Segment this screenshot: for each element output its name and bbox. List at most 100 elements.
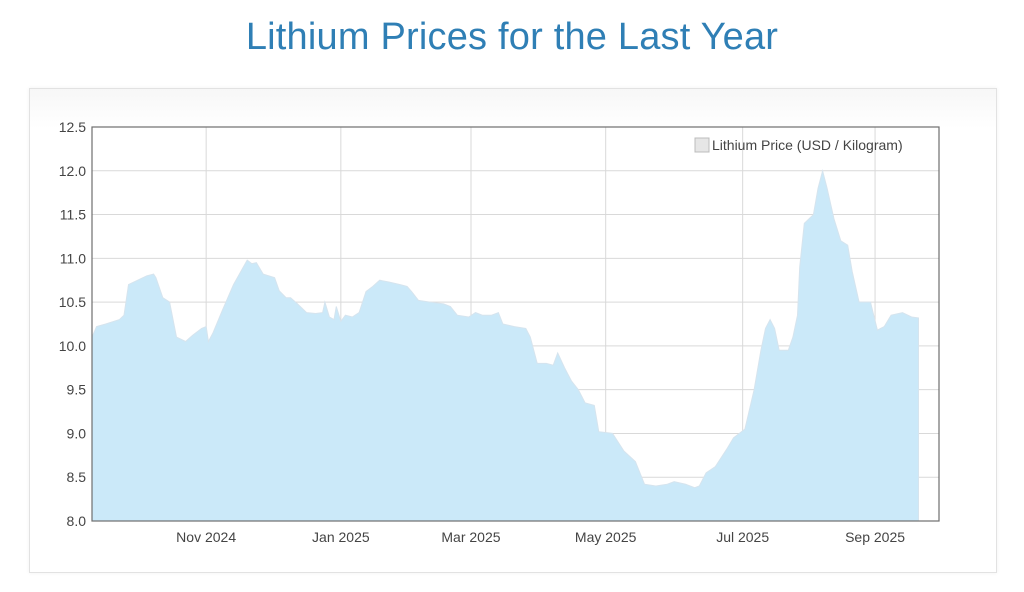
data-point[interactable] <box>611 431 615 435</box>
data-point[interactable] <box>684 482 688 486</box>
data-point[interactable] <box>563 366 567 370</box>
data-point[interactable] <box>417 298 421 302</box>
data-point[interactable] <box>334 305 338 309</box>
data-point[interactable] <box>882 325 886 329</box>
data-point[interactable] <box>405 284 409 288</box>
data-point[interactable] <box>343 313 347 317</box>
data-point[interactable] <box>200 326 204 330</box>
data-point[interactable] <box>597 430 601 434</box>
data-point[interactable] <box>127 283 131 287</box>
data-point[interactable] <box>104 322 108 326</box>
data-point[interactable] <box>544 361 548 365</box>
data-point[interactable] <box>339 319 343 323</box>
data-point[interactable] <box>284 296 288 300</box>
data-point[interactable] <box>551 363 555 367</box>
data-point[interactable] <box>289 296 293 300</box>
data-point[interactable] <box>875 328 879 332</box>
data-point[interactable] <box>846 243 850 247</box>
data-point[interactable] <box>802 221 806 225</box>
data-point[interactable] <box>154 276 158 280</box>
data-point[interactable] <box>122 313 126 317</box>
data-point[interactable] <box>191 333 195 337</box>
data-point[interactable] <box>332 318 336 322</box>
data-point[interactable] <box>184 340 188 344</box>
data-point[interactable] <box>889 313 893 317</box>
data-point[interactable] <box>816 186 820 190</box>
data-point[interactable] <box>232 283 236 287</box>
data-point[interactable] <box>273 276 277 280</box>
data-point[interactable] <box>633 460 637 464</box>
data-point[interactable] <box>321 311 325 315</box>
data-point[interactable] <box>428 300 432 304</box>
data-point[interactable] <box>398 283 402 287</box>
data-point[interactable] <box>839 239 843 243</box>
data-point[interactable] <box>501 322 505 326</box>
data-point[interactable] <box>535 361 539 365</box>
data-point[interactable] <box>496 311 500 315</box>
data-point[interactable] <box>832 217 836 221</box>
data-point[interactable] <box>791 335 795 339</box>
data-point[interactable] <box>467 315 471 319</box>
data-point[interactable] <box>528 335 532 339</box>
data-point[interactable] <box>764 326 768 330</box>
data-point[interactable] <box>387 280 391 284</box>
data-point[interactable] <box>773 326 777 330</box>
data-point[interactable] <box>211 331 215 335</box>
data-point[interactable] <box>277 289 281 293</box>
data-point[interactable] <box>704 471 708 475</box>
data-point[interactable] <box>693 486 697 490</box>
data-point[interactable] <box>95 325 99 329</box>
data-point[interactable] <box>798 265 802 269</box>
data-point[interactable] <box>917 316 921 320</box>
data-point[interactable] <box>250 262 254 266</box>
data-point[interactable] <box>305 311 309 315</box>
data-point[interactable] <box>556 351 560 355</box>
data-point[interactable] <box>869 300 873 304</box>
data-point[interactable] <box>627 453 631 457</box>
data-point[interactable] <box>378 278 382 282</box>
data-point[interactable] <box>323 300 327 304</box>
data-point[interactable] <box>524 326 528 330</box>
data-point[interactable] <box>327 315 331 319</box>
data-point[interactable] <box>622 449 626 453</box>
data-point[interactable] <box>811 213 815 217</box>
data-point[interactable] <box>752 388 756 392</box>
series-area-lithium-price[interactable] <box>91 168 919 522</box>
data-point[interactable] <box>725 447 729 451</box>
data-point[interactable] <box>254 261 258 265</box>
data-point[interactable] <box>364 290 368 294</box>
data-point[interactable] <box>743 427 747 431</box>
data-point[interactable] <box>643 482 647 486</box>
data-point[interactable] <box>161 296 165 300</box>
data-point[interactable] <box>296 302 300 306</box>
data-point[interactable] <box>371 284 375 288</box>
data-point[interactable] <box>145 274 149 278</box>
data-point[interactable] <box>245 258 249 262</box>
data-point[interactable] <box>732 436 736 440</box>
data-point[interactable] <box>654 484 658 488</box>
data-point[interactable] <box>455 313 459 317</box>
data-point[interactable] <box>442 302 446 306</box>
data-point[interactable] <box>490 313 494 317</box>
data-point[interactable] <box>910 315 914 319</box>
data-point[interactable] <box>901 311 905 315</box>
data-point[interactable] <box>152 272 156 276</box>
data-point[interactable] <box>821 169 825 173</box>
data-point[interactable] <box>448 305 452 309</box>
data-point[interactable] <box>480 313 484 317</box>
data-point[interactable] <box>410 290 414 294</box>
data-point[interactable] <box>759 348 763 352</box>
data-point[interactable] <box>569 379 573 383</box>
data-point[interactable] <box>825 186 829 190</box>
data-point[interactable] <box>777 348 781 352</box>
data-point[interactable] <box>592 403 596 407</box>
data-point[interactable] <box>576 388 580 392</box>
data-point[interactable] <box>583 401 587 405</box>
data-point[interactable] <box>314 312 318 316</box>
data-point[interactable] <box>350 315 354 319</box>
data-point[interactable] <box>796 313 800 317</box>
data-point[interactable] <box>206 340 210 344</box>
legend[interactable]: Lithium Price (USD / Kilogram) <box>694 137 903 153</box>
data-point[interactable] <box>697 484 701 488</box>
data-point[interactable] <box>168 300 172 304</box>
